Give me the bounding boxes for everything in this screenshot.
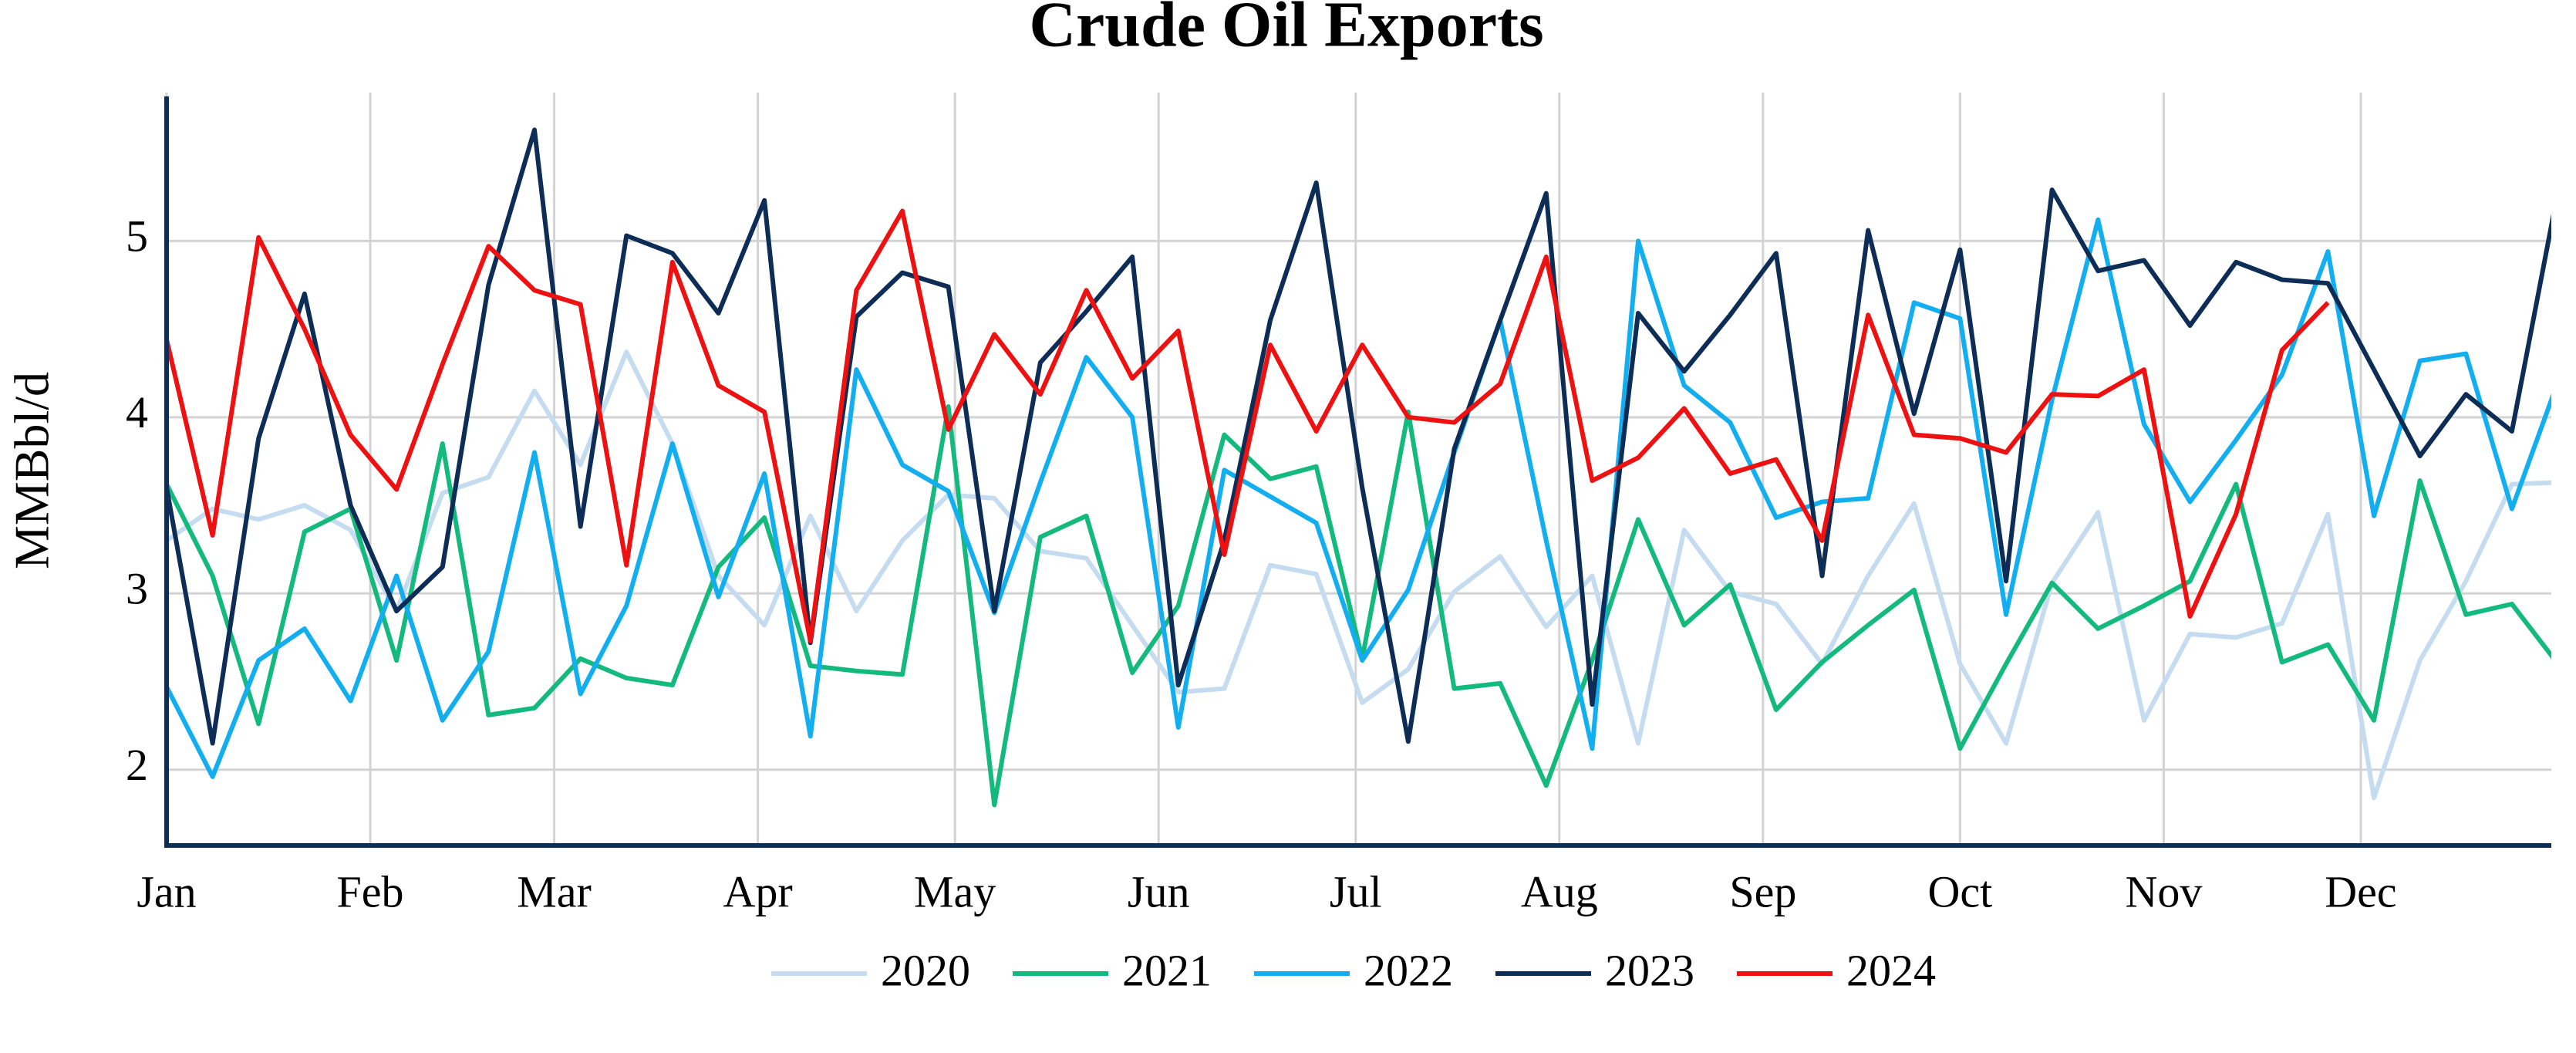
x-tick-label: Feb — [337, 866, 404, 916]
x-tick-label: Dec — [2325, 866, 2396, 916]
chart-title: Crude Oil Exports — [1029, 0, 1543, 60]
x-tick-label: Jul — [1330, 866, 1382, 916]
series-line — [167, 404, 2551, 808]
x-tick-label: Sep — [1729, 866, 1796, 916]
y-tick-label: 4 — [126, 387, 148, 437]
x-tick-label: Nov — [2125, 866, 2202, 916]
legend-label: 2021 — [1122, 945, 1212, 995]
series-line — [167, 349, 2551, 801]
x-tick-label: Apr — [723, 866, 793, 916]
x-tick-label: Mar — [517, 866, 592, 916]
series-line — [167, 127, 2551, 746]
legend: 2020 2021 2022 2023 2024 — [771, 945, 1936, 995]
x-tick-label: Oct — [1928, 866, 1993, 916]
y-tick-label: 5 — [126, 211, 148, 262]
x-tick-label: Jun — [1128, 866, 1190, 916]
series-line — [167, 208, 2330, 643]
legend-label: 2020 — [881, 945, 970, 995]
grid — [165, 93, 2551, 845]
y-axis-label: MMBbl/d — [5, 372, 59, 569]
y-tick-label: 3 — [126, 564, 148, 614]
axes: 2 3 4 5 Jan Feb Mar Apr May Jun Jul Aug Sep Oct Nov Dec — [126, 96, 2551, 916]
legend-label: 2023 — [1605, 945, 1694, 995]
x-tick-label: Jan — [137, 866, 196, 916]
legend-label: 2024 — [1846, 945, 1936, 995]
y-tick-label: 2 — [126, 740, 148, 790]
plot-area — [167, 127, 2551, 808]
x-tick-label: Aug — [1521, 866, 1598, 916]
legend-label: 2022 — [1364, 945, 1453, 995]
x-tick-label: May — [914, 866, 996, 916]
